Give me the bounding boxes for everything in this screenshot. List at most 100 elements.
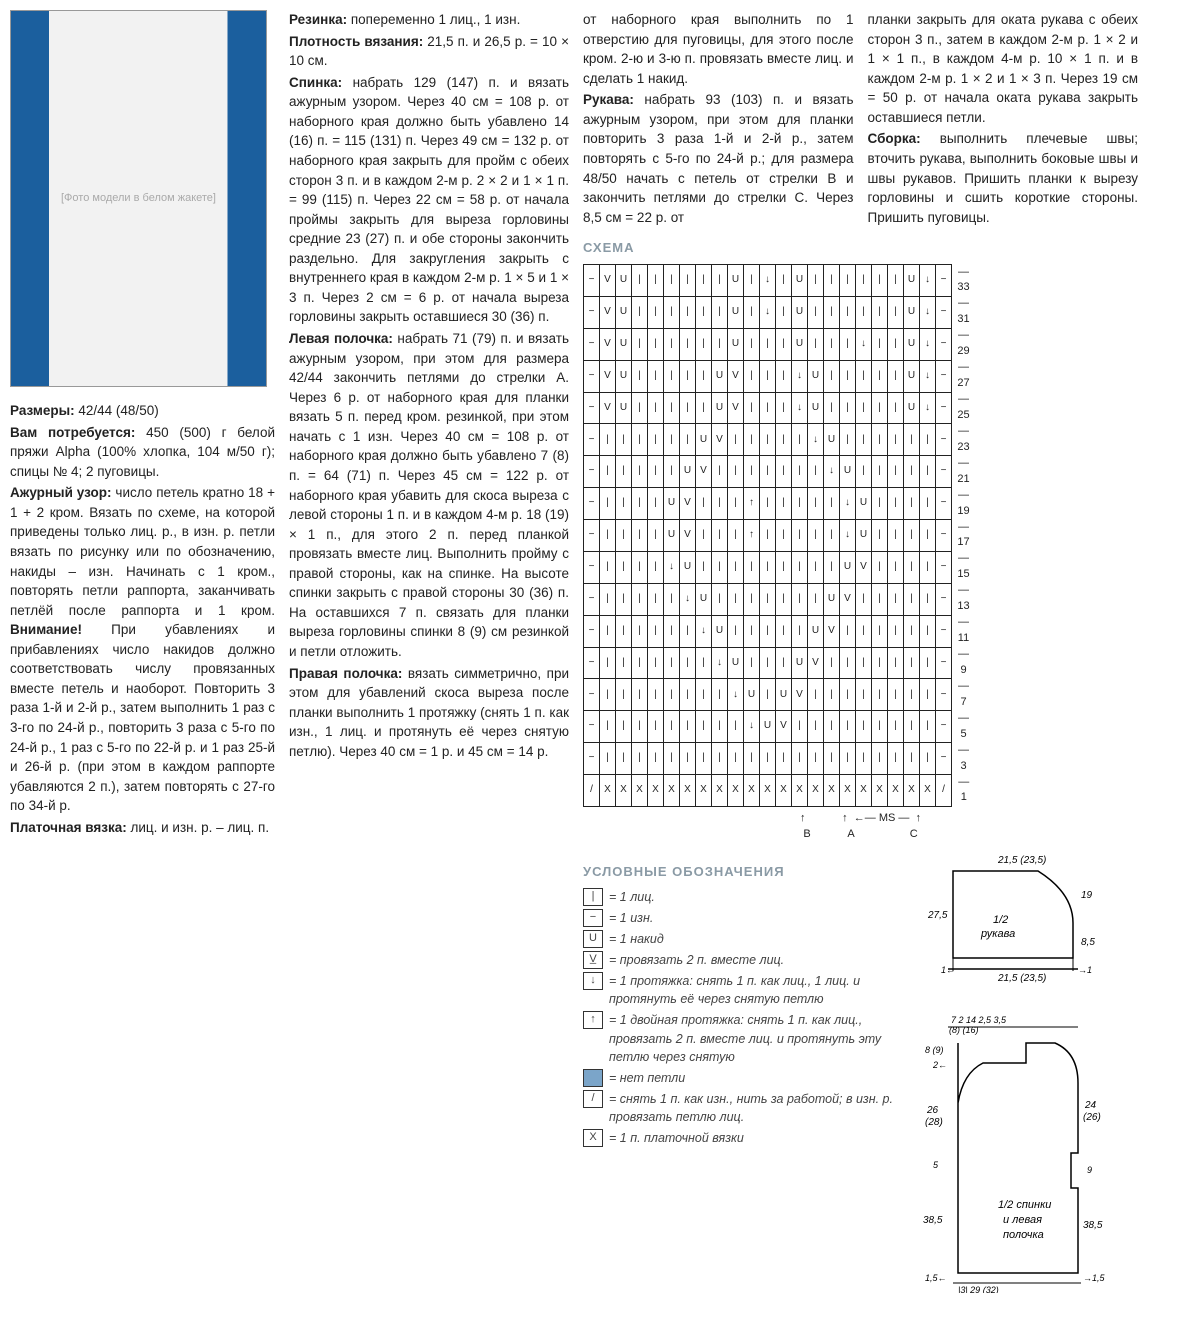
chart-row-number: — 23 [952, 424, 972, 456]
svg-text:(28): (28) [925, 1117, 943, 1128]
svg-text:1/2: 1/2 [993, 914, 1008, 926]
chart-cell: X [904, 775, 920, 807]
legend-symbol [583, 1069, 603, 1087]
chart-cell: ↓ [824, 456, 840, 488]
chart-cell: | [824, 488, 840, 520]
legend-symbol: U [583, 930, 603, 948]
chart-cell: | [872, 679, 888, 711]
legend-symbol: − [583, 909, 603, 927]
chart-cell: | [664, 647, 680, 679]
chart-cell: | [808, 456, 824, 488]
chart-cell: | [696, 488, 712, 520]
chart-cell: | [872, 328, 888, 360]
chart-cell: | [904, 551, 920, 583]
chart-cell: ↓ [792, 392, 808, 424]
chart-cell: | [744, 615, 760, 647]
chart-row-number: — 9 [952, 647, 972, 679]
chart-cell: X [920, 775, 936, 807]
chart-cell: | [904, 743, 920, 775]
chart-cell: | [680, 360, 696, 392]
chart-cell: | [872, 392, 888, 424]
chart-cell: | [856, 615, 872, 647]
chart-cell: | [808, 488, 824, 520]
chart-cell: | [600, 424, 616, 456]
chart-cell: U [680, 456, 696, 488]
chart-cell: | [840, 265, 856, 297]
chart-cell: | [840, 647, 856, 679]
chart-row-number: — 15 [952, 551, 972, 583]
chart-cell: | [856, 424, 872, 456]
chart-cell: | [600, 711, 616, 743]
chart-cell: | [888, 360, 904, 392]
chart-cell: U [840, 551, 856, 583]
chart-cell: | [712, 551, 728, 583]
chart-cell: | [856, 360, 872, 392]
chart-cell: | [840, 679, 856, 711]
chart-cell: | [776, 743, 792, 775]
svg-text:38,5: 38,5 [923, 1215, 943, 1226]
legend-symbol: / [583, 1090, 603, 1108]
chart-cell: | [600, 551, 616, 583]
chart-cell: | [776, 647, 792, 679]
chart-cell: U [808, 360, 824, 392]
chart-cell: | [808, 583, 824, 615]
chart-cell: | [680, 711, 696, 743]
chart-cell: ↓ [840, 520, 856, 552]
chart-cell: | [648, 711, 664, 743]
chart-cell: | [856, 679, 872, 711]
chart-cell: | [728, 615, 744, 647]
chart-cell: | [824, 360, 840, 392]
right-front-line: Правая полочка: вязать симметрично, при … [289, 664, 569, 762]
chart-cell: U [792, 265, 808, 297]
chart-cell: | [712, 711, 728, 743]
chart-cell: ↓ [792, 360, 808, 392]
chart-cell: | [840, 360, 856, 392]
chart-cell: | [744, 551, 760, 583]
right-front-cont: от наборного края выполнить по 1 отверст… [583, 10, 854, 88]
chart-cell: U [616, 392, 632, 424]
chart-cell: | [648, 647, 664, 679]
chart-cell: | [632, 392, 648, 424]
chart-row-number: — 3 [952, 743, 972, 775]
chart-cell: | [792, 456, 808, 488]
chart-cell: | [760, 743, 776, 775]
chart-cell: | [856, 743, 872, 775]
chart-cell: | [888, 743, 904, 775]
chart-cell: V [856, 551, 872, 583]
chart-cell: | [792, 615, 808, 647]
chart-cell: | [760, 583, 776, 615]
chart-cell: | [776, 424, 792, 456]
svg-text:рукава: рукава [980, 928, 1015, 940]
chart-cell: U [728, 328, 744, 360]
chart-cell: − [936, 583, 952, 615]
chart-cell: U [856, 488, 872, 520]
svg-text:21,5 (23,5): 21,5 (23,5) [997, 973, 1046, 983]
chart-cell: | [696, 392, 712, 424]
schema-title: СХЕМА [583, 239, 1138, 258]
chart-cell: ↓ [920, 265, 936, 297]
chart-cell: | [888, 711, 904, 743]
svg-text:1,5←: 1,5← [925, 1273, 947, 1283]
chart-cell: U [616, 265, 632, 297]
chart-cell: ↓ [920, 392, 936, 424]
sleeves-line: Рукава: набрать 93 (103) п. и вязать ажу… [583, 90, 854, 227]
chart-cell: | [856, 711, 872, 743]
chart-cell: | [776, 392, 792, 424]
legend-row: = нет петли [583, 1069, 903, 1087]
chart-cell: | [648, 488, 664, 520]
chart-cell: | [920, 743, 936, 775]
legend-symbol: ↑ [583, 1011, 603, 1029]
legend-symbol: X [583, 1129, 603, 1147]
chart-cell: U [760, 711, 776, 743]
chart-cell: ↓ [744, 711, 760, 743]
chart-cell: | [904, 615, 920, 647]
chart-cell: | [872, 647, 888, 679]
chart-cell: | [616, 424, 632, 456]
chart-cell: − [584, 583, 600, 615]
chart-cell: | [696, 647, 712, 679]
chart-cell: | [824, 328, 840, 360]
chart-cell: U [712, 615, 728, 647]
chart-cell: | [840, 296, 856, 328]
chart-row-number: — 33 [952, 265, 972, 297]
chart-cell: | [744, 424, 760, 456]
